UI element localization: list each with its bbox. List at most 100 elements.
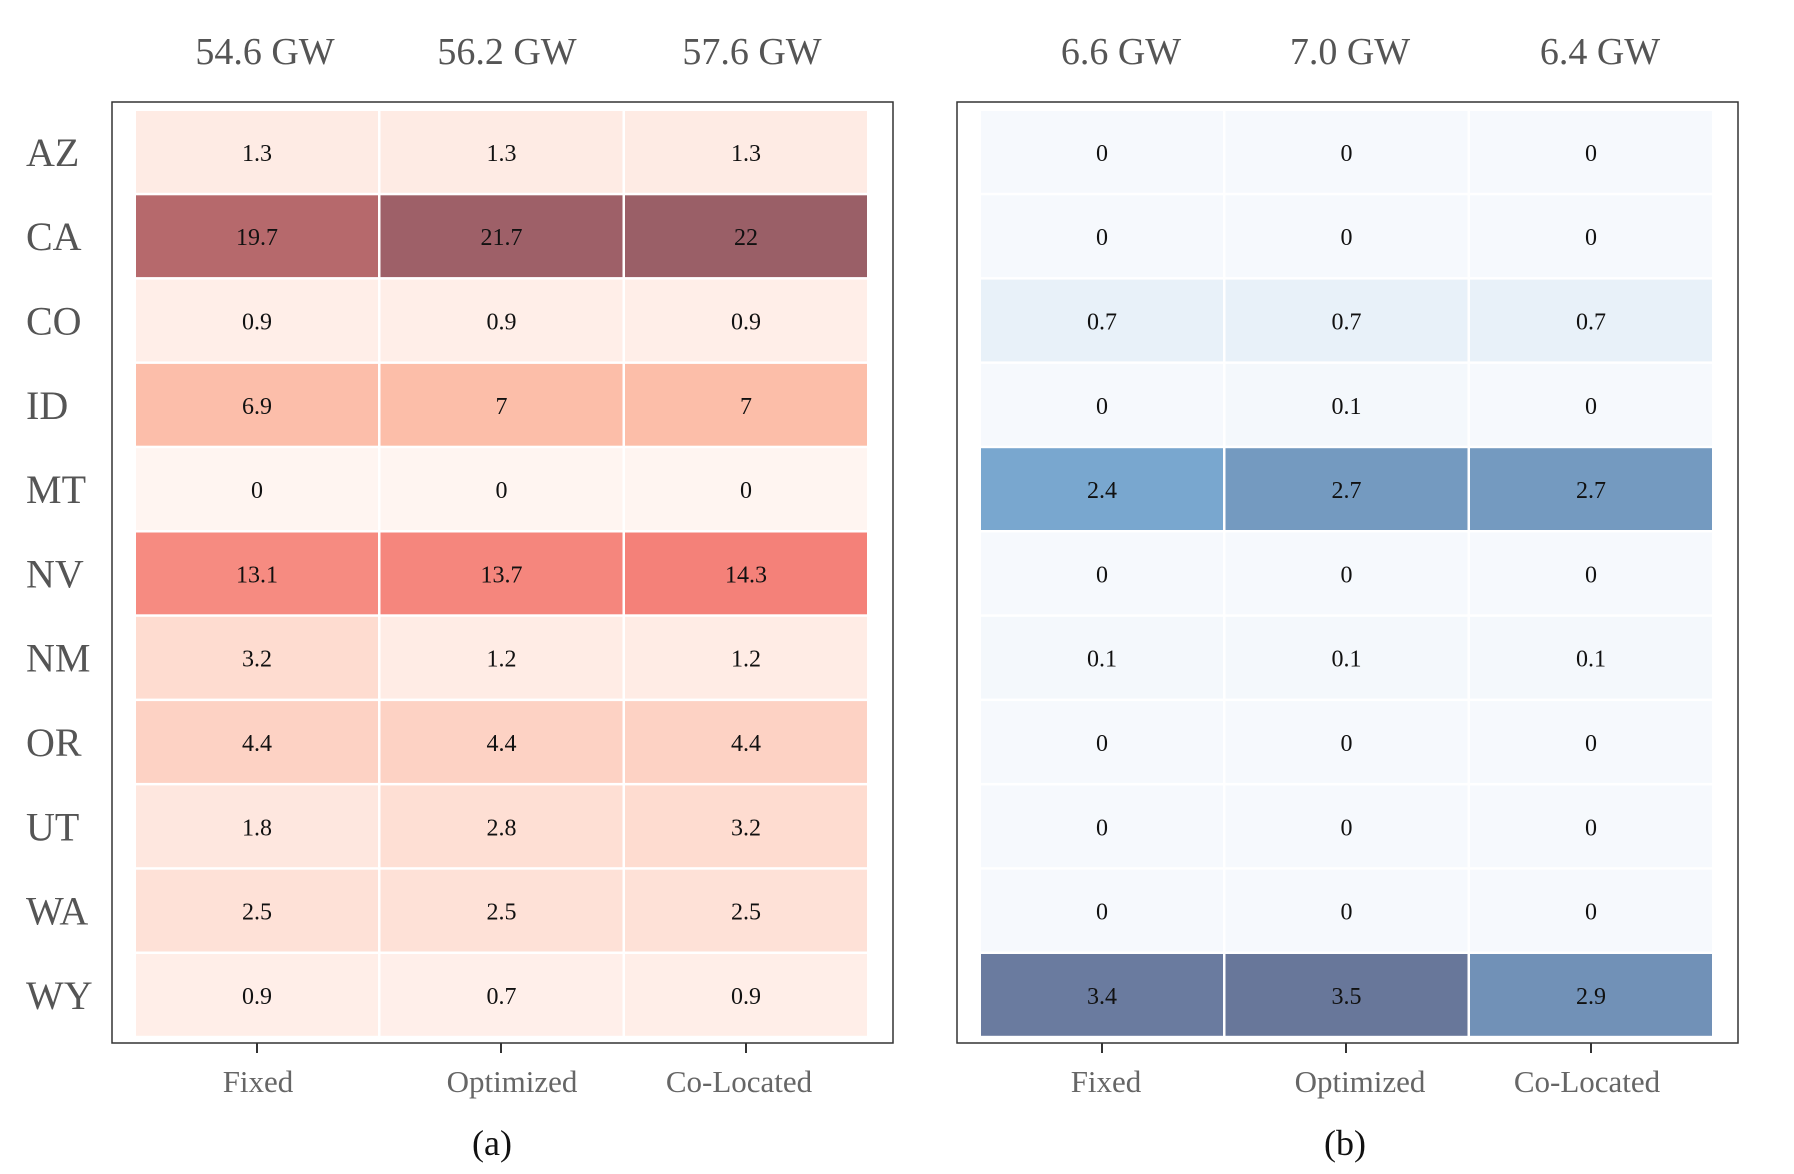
cell-value-label: 0.7 <box>1087 310 1117 336</box>
heatmap-cell <box>380 701 623 783</box>
heatmap-cell <box>981 701 1223 783</box>
heatmap-cell <box>1470 869 1712 952</box>
cell-value-label: 2.5 <box>487 900 517 926</box>
cell-value-label: 6.9 <box>242 394 272 420</box>
column-total-optimized: 56.2 GW <box>437 31 576 73</box>
heatmap-cell <box>981 111 1223 193</box>
heatmap-cell <box>380 616 623 699</box>
heatmap-cell <box>981 195 1223 278</box>
heatmap-cell <box>1225 701 1468 783</box>
row-label-ut: UT <box>26 804 79 849</box>
cell-value-label: 0 <box>1585 394 1597 420</box>
heatmap-cell <box>1225 279 1468 362</box>
heatmap-cell <box>1225 954 1468 1036</box>
cell-value-label: 0 <box>1585 141 1597 167</box>
heatmap-cell <box>1470 363 1712 446</box>
cell-value-label: 0.1 <box>1332 394 1362 420</box>
row-label-nv: NV <box>26 551 84 596</box>
heatmap-cell <box>136 616 378 699</box>
cell-value-label: 0.9 <box>242 310 272 336</box>
heatmap-cell <box>1470 279 1712 362</box>
column-total-co-located: 6.4 GW <box>1540 31 1660 73</box>
cell-value-label: 7 <box>496 394 508 420</box>
heatmap-cell <box>625 532 867 615</box>
x-tick-label-fixed: Fixed <box>223 1064 294 1099</box>
heatmap-cell <box>625 195 867 278</box>
cell-value-label: 0.9 <box>487 310 517 336</box>
cell-value-label: 0.9 <box>731 310 761 336</box>
heatmap-panel-b: 6.6 GW 7.0 GW 6.4 GW 0 0 0 0 0 0 0.7 0.7 0.7 0 0.1 0 2.… <box>956 31 1739 1163</box>
heatmap-cell <box>981 785 1223 868</box>
cell-value-label: 4.4 <box>487 731 517 757</box>
cell-value-label: 0 <box>1096 225 1108 251</box>
cell-value-label: 0.1 <box>1332 647 1362 673</box>
cell-value-label: 0 <box>1341 562 1353 588</box>
cell-value-label: 0 <box>1585 900 1597 926</box>
cell-value-label: 1.8 <box>242 815 272 841</box>
cell-value-label: 0 <box>496 478 508 504</box>
heatmap-cell <box>380 448 623 530</box>
cell-value-label: 1.3 <box>242 141 272 167</box>
cell-value-label: 0 <box>251 478 263 504</box>
heatmap-cell <box>1225 363 1468 446</box>
x-tick-label-optimized: Optimized <box>447 1064 578 1099</box>
x-tick-label-fixed: Fixed <box>1071 1064 1142 1099</box>
cell-value-label: 13.7 <box>481 562 523 588</box>
heatmap-cell <box>380 785 623 868</box>
column-total-co-located: 57.6 GW <box>682 31 821 73</box>
heatmap-cell <box>136 448 378 530</box>
cell-value-label: 0 <box>1341 731 1353 757</box>
heatmap-cell <box>981 363 1223 446</box>
heatmap-cell <box>981 532 1223 615</box>
cell-value-label: 1.3 <box>731 141 761 167</box>
cell-value-label: 0.7 <box>1576 310 1606 336</box>
heatmap-cell <box>981 616 1223 699</box>
cell-value-label: 21.7 <box>481 225 523 251</box>
heatmap-cell <box>1470 785 1712 868</box>
cell-value-label: 3.2 <box>731 815 761 841</box>
cell-value-label: 0 <box>1096 900 1108 926</box>
heatmap-cell <box>136 954 378 1036</box>
row-label-wy: WY <box>26 973 93 1018</box>
heatmap-cell <box>380 532 623 615</box>
heatmap-cell <box>1225 448 1468 530</box>
cell-value-label: 0.7 <box>1332 310 1362 336</box>
heatmap-cell <box>625 363 867 446</box>
heatmap-cell <box>1225 532 1468 615</box>
x-tick-label-co-located: Co-Located <box>666 1064 813 1099</box>
heatmap-cell <box>625 785 867 868</box>
heatmap-cell <box>1470 954 1712 1036</box>
cell-value-label: 0.1 <box>1087 647 1117 673</box>
panel-label: (b) <box>1324 1123 1366 1163</box>
cell-value-label: 0 <box>1096 141 1108 167</box>
heatmap-cell <box>625 701 867 783</box>
cell-value-label: 0 <box>1341 141 1353 167</box>
heatmap-cell <box>625 279 867 362</box>
heatmap-cell <box>136 785 378 868</box>
heatmap-cell <box>625 616 867 699</box>
heatmap-cell <box>380 111 623 193</box>
heatmap-cell <box>380 869 623 952</box>
heatmap-cell <box>1225 111 1468 193</box>
cell-value-label: 0.1 <box>1576 647 1606 673</box>
cell-value-label: 19.7 <box>236 225 278 251</box>
cell-value-label: 3.2 <box>242 647 272 673</box>
cell-value-label: 1.3 <box>487 141 517 167</box>
heatmap-cell <box>136 279 378 362</box>
panel-frame <box>956 101 1739 1044</box>
cell-value-label: 3.5 <box>1332 984 1362 1010</box>
heatmap-cell <box>1225 616 1468 699</box>
heatmap-cell <box>981 279 1223 362</box>
row-label-az: AZ <box>26 130 79 175</box>
cell-value-label: 0 <box>1585 225 1597 251</box>
cell-value-label: 0 <box>1585 731 1597 757</box>
column-total-optimized: 7.0 GW <box>1290 31 1410 73</box>
cell-value-label: 0 <box>1341 900 1353 926</box>
cell-value-label: 3.4 <box>1087 984 1117 1010</box>
cell-value-label: 14.3 <box>725 562 767 588</box>
row-label-id: ID <box>26 383 68 428</box>
heatmap-cell <box>1470 616 1712 699</box>
heatmap-cell <box>1470 195 1712 278</box>
heatmap-cell <box>136 701 378 783</box>
heatmap-cell <box>625 954 867 1036</box>
